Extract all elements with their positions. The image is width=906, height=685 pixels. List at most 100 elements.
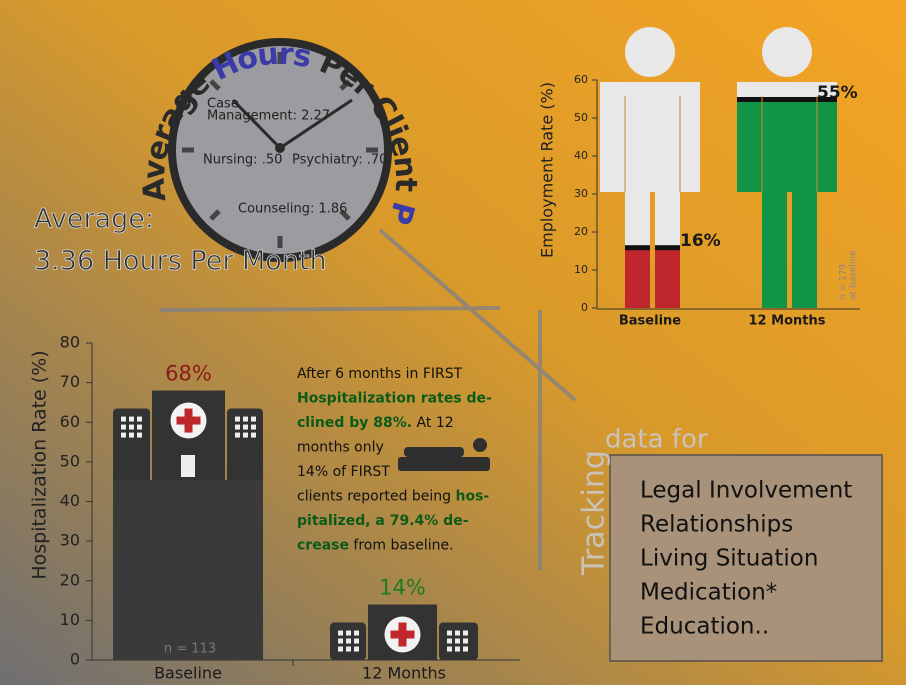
average-label: Average: bbox=[34, 204, 154, 235]
y-tick-label: 80 bbox=[60, 333, 80, 352]
x-tick-label: 12 Months bbox=[749, 314, 826, 329]
window bbox=[129, 433, 134, 438]
note-text: crease bbox=[297, 538, 349, 554]
window bbox=[251, 425, 256, 430]
window bbox=[243, 433, 248, 438]
window bbox=[137, 433, 142, 438]
tracking-vertical: Tracking bbox=[577, 450, 612, 576]
x-tick-label: 12 Months bbox=[362, 664, 446, 683]
note-text: At 12 bbox=[412, 415, 454, 431]
base-block bbox=[113, 480, 263, 660]
y-tick-label: 20 bbox=[574, 225, 588, 238]
window bbox=[243, 425, 248, 430]
window bbox=[235, 433, 240, 438]
window bbox=[121, 417, 126, 422]
door bbox=[181, 455, 195, 477]
window bbox=[447, 639, 452, 644]
y-tick-label: 10 bbox=[60, 610, 80, 629]
window bbox=[121, 425, 126, 430]
window bbox=[463, 631, 468, 636]
tracking-item: Medication* bbox=[640, 580, 777, 606]
note-text: 14% of FIRST bbox=[297, 464, 390, 480]
window bbox=[251, 433, 256, 438]
cross bbox=[399, 623, 407, 647]
y-tick-label: 50 bbox=[60, 451, 80, 470]
note-line: clients reported being hos- bbox=[297, 489, 489, 505]
note-line: crease from baseline. bbox=[297, 538, 454, 554]
note-text: from baseline. bbox=[349, 538, 454, 554]
x-tick-label: Baseline bbox=[154, 664, 222, 683]
window bbox=[463, 639, 468, 644]
y-tick-label: 10 bbox=[574, 263, 588, 276]
annotation: n = 113 bbox=[164, 642, 216, 657]
y-tick-label: 30 bbox=[60, 531, 80, 550]
clock-label: Counseling: 1.86 bbox=[238, 202, 347, 217]
window bbox=[455, 647, 460, 652]
clock-label: Management: 2.27 bbox=[207, 109, 330, 124]
y-tick-label: 0 bbox=[70, 650, 80, 669]
average-value: 3.36 Hours Per Month bbox=[34, 246, 327, 277]
value-label: 16% bbox=[680, 231, 721, 251]
tracking-item: Legal Involvement bbox=[640, 478, 852, 504]
cross bbox=[185, 409, 193, 433]
note-text: pitalized, a 79.4% de- bbox=[297, 513, 469, 529]
value-label: 14% bbox=[379, 576, 426, 600]
window bbox=[121, 433, 126, 438]
note-line: After 6 months in FIRST bbox=[297, 366, 463, 382]
window bbox=[338, 639, 343, 644]
note-text: clients reported being bbox=[297, 489, 456, 505]
tracking-item: Education.. bbox=[640, 614, 769, 640]
y-tick-label: 60 bbox=[60, 412, 80, 431]
window bbox=[354, 631, 359, 636]
figure-body bbox=[648, 82, 656, 182]
figure-head bbox=[762, 27, 812, 77]
window bbox=[251, 417, 256, 422]
window bbox=[129, 425, 134, 430]
note-text: hos- bbox=[456, 489, 490, 505]
note-line: pitalized, a 79.4% de- bbox=[297, 513, 469, 529]
y-tick-label: 60 bbox=[574, 73, 588, 86]
window bbox=[235, 417, 240, 422]
note-text: months only bbox=[297, 440, 384, 456]
y-tick-label: 20 bbox=[60, 570, 80, 589]
tracking-heading: data for bbox=[605, 425, 708, 455]
window bbox=[455, 631, 460, 636]
window bbox=[447, 631, 452, 636]
y-axis-label: Employment Rate (%) bbox=[538, 82, 557, 258]
infographic: Average Hours Per Client Per Month Case … bbox=[0, 0, 906, 685]
y-tick-label: 30 bbox=[574, 187, 588, 200]
tracking: Tracking data for Legal Involvement Relat… bbox=[577, 425, 883, 662]
window bbox=[338, 647, 343, 652]
annotation: n = 179 bbox=[839, 264, 849, 300]
tracking-item: Relationships bbox=[640, 512, 793, 538]
window bbox=[338, 631, 343, 636]
window bbox=[346, 631, 351, 636]
tracking-item: Living Situation bbox=[640, 546, 818, 572]
clock-label: Psychiatry: .70 bbox=[292, 153, 387, 168]
y-tick-label: 50 bbox=[574, 111, 588, 124]
note-text: clined by 88%. bbox=[297, 415, 412, 431]
note-text: Hospitalization rates de- bbox=[297, 391, 492, 407]
window bbox=[137, 425, 142, 430]
window bbox=[243, 417, 248, 422]
note-line: Hospitalization rates de- bbox=[297, 391, 492, 407]
window bbox=[235, 425, 240, 430]
y-tick-label: 0 bbox=[581, 301, 588, 314]
annotation: at baseline bbox=[849, 250, 859, 300]
window bbox=[129, 417, 134, 422]
note-line: clined by 88%. At 12 bbox=[297, 415, 454, 431]
y-tick-label: 40 bbox=[574, 149, 588, 162]
y-tick-label: 70 bbox=[60, 372, 80, 391]
figure-head bbox=[625, 27, 675, 77]
window bbox=[346, 639, 351, 644]
clock-label: Nursing: .50 bbox=[203, 153, 282, 168]
window bbox=[354, 639, 359, 644]
window bbox=[354, 647, 359, 652]
y-axis-label: Hospitalization Rate (%) bbox=[29, 350, 51, 579]
window bbox=[455, 639, 460, 644]
window bbox=[346, 647, 351, 652]
window bbox=[463, 647, 468, 652]
note-text: After 6 months in FIRST bbox=[297, 366, 463, 382]
value-label: 55% bbox=[817, 83, 858, 103]
note-line: 14% of FIRST bbox=[297, 464, 390, 480]
